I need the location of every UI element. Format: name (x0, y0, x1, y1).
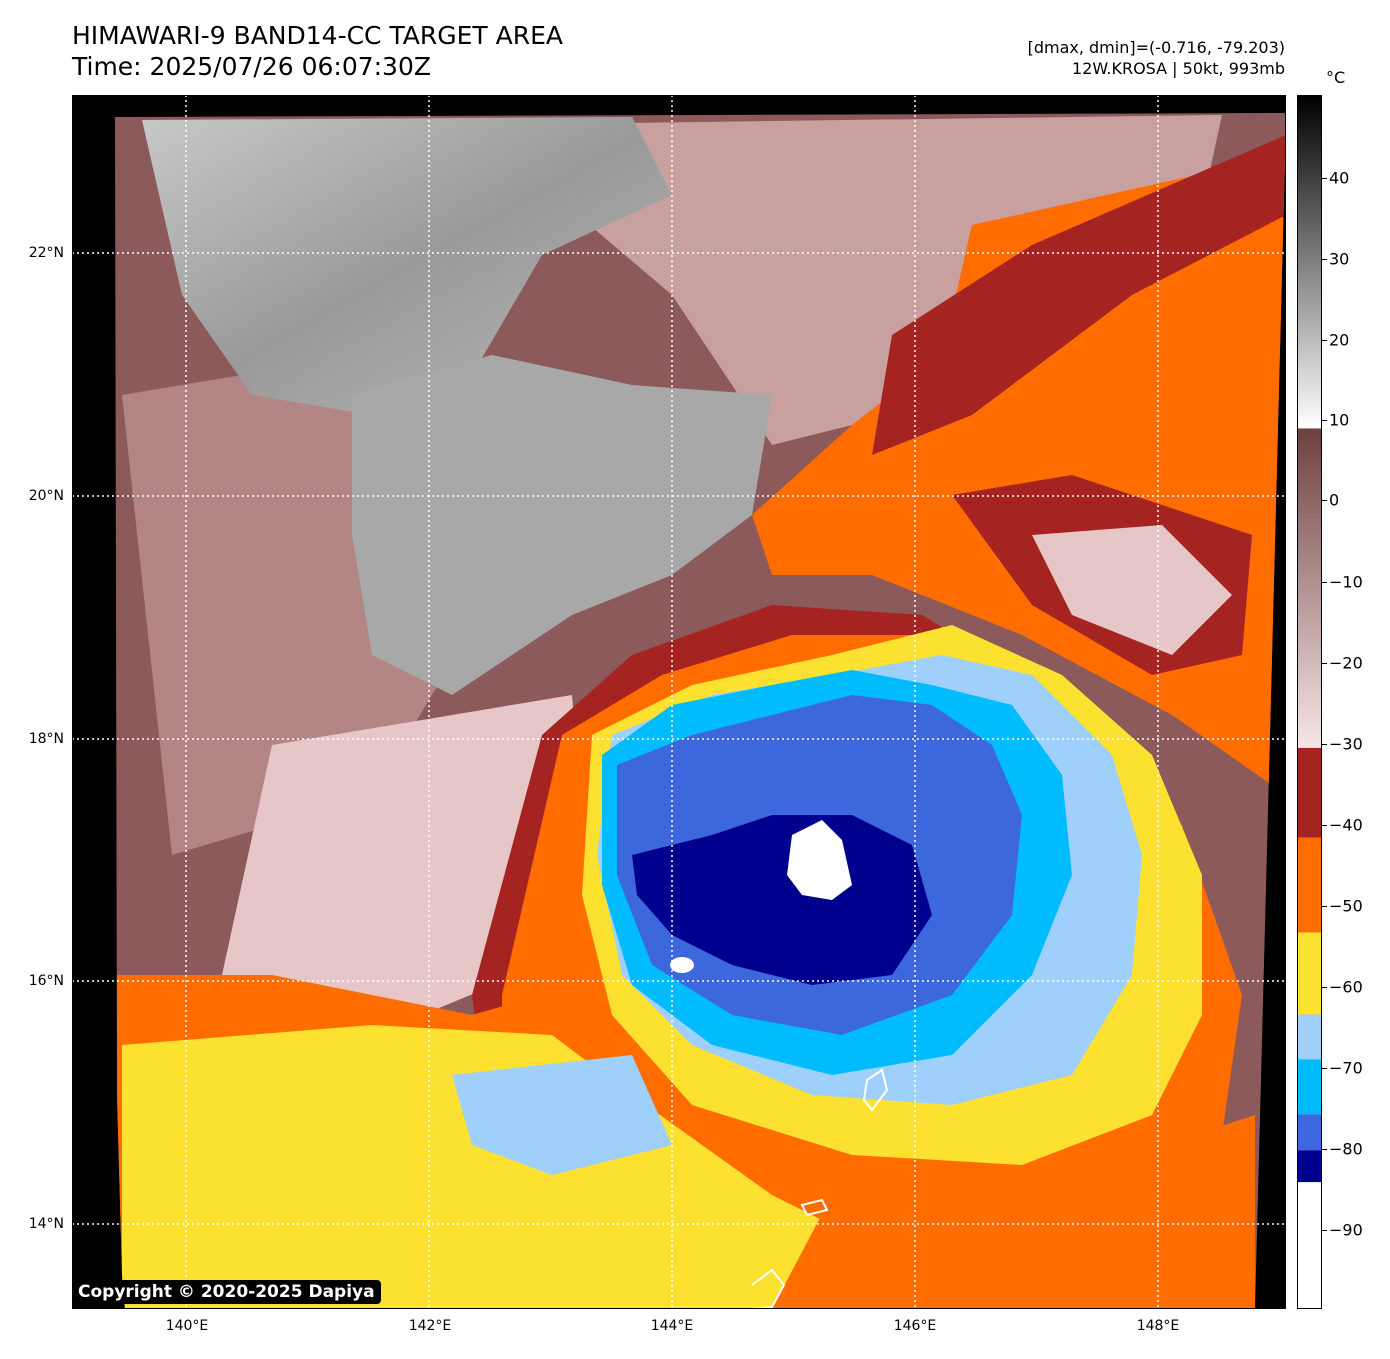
colorbar-brown-segment (1298, 428, 1321, 748)
colorbar-yellow-segment (1298, 932, 1321, 1015)
colorbar-tick (1322, 178, 1327, 179)
copyright-badge: Copyright © 2020-2025 Dapiya (72, 1280, 381, 1304)
colorbar (1297, 95, 1322, 1309)
coldest-speck (670, 957, 694, 973)
colorbar-tick (1322, 259, 1327, 260)
colorbar-tick (1322, 500, 1327, 501)
colorbar-tick (1322, 582, 1327, 583)
colorbar-lightblue-segment (1298, 1014, 1321, 1060)
coastlines (751, 1068, 889, 1309)
colorbar-darkred-segment (1298, 747, 1321, 838)
colorbar-unit: °C (1326, 68, 1346, 87)
colorbar-label-40: 40 (1329, 168, 1350, 188)
lon-label-146e: 146°E (893, 1318, 937, 1334)
colorbar-tick (1322, 420, 1327, 421)
colorbar-label-minus10: −10 (1329, 572, 1363, 592)
lat-label-16n: 16°N (28, 973, 64, 989)
colorbar-label-minus30: −30 (1329, 734, 1363, 754)
colorbar-tick (1322, 906, 1327, 907)
storm-info-block: [dmax, dmin]=(-0.716, -79.203) 12W.KROSA… (1028, 37, 1285, 79)
lat-label-20n: 20°N (28, 488, 64, 504)
lat-label-22n: 22°N (28, 245, 64, 261)
gray-cloud-central (352, 355, 772, 695)
saipan-coastline (862, 1068, 889, 1112)
colorbar-label-minus70: −70 (1329, 1058, 1363, 1078)
colorbar-label-10: 10 (1329, 410, 1350, 430)
colorbar-label-minus60: −60 (1329, 977, 1363, 997)
lat-label-14n: 14°N (28, 1216, 64, 1232)
title-block: HIMAWARI-9 BAND14-CC TARGET AREA Time: 2… (72, 20, 563, 82)
gray-cloud-north (142, 117, 672, 415)
lon-label-148e: 148°E (1136, 1318, 1180, 1334)
colorbar-tick (1322, 340, 1327, 341)
island-coastline (800, 1198, 829, 1217)
guam-coastline (751, 1268, 786, 1309)
colorbar-label-minus40: −40 (1329, 815, 1363, 835)
colorbar-navy-segment (1298, 1150, 1321, 1183)
colorbar-tick (1322, 744, 1327, 745)
lightblue-south-patch (452, 1055, 672, 1175)
colorbar-royalblue-segment (1298, 1114, 1321, 1151)
orange-southeast (772, 1115, 1255, 1309)
lon-label-144e: 144°E (650, 1318, 694, 1334)
coldest-core (787, 820, 852, 900)
colorbar-tick (1322, 987, 1327, 988)
colorbar-label-minus90: −90 (1329, 1220, 1363, 1240)
satellite-map (72, 95, 1286, 1309)
lon-label-140e: 140°E (165, 1318, 209, 1334)
colorbar-label-minus50: −50 (1329, 896, 1363, 916)
colorbar-tick (1322, 663, 1327, 664)
time-label: Time: 2025/07/26 06:07:30Z (72, 52, 431, 81)
gridlines (72, 95, 1286, 1309)
chart-title: HIMAWARI-9 BAND14-CC TARGET AREA (72, 21, 564, 50)
darkred-northeast (872, 135, 1286, 455)
colorbar-white-segment (1298, 1182, 1321, 1308)
pink-east (1032, 525, 1232, 655)
colorbar-label-20: 20 (1329, 330, 1350, 350)
lon-label-142e: 142°E (408, 1318, 452, 1334)
colorbar-label-0: 0 (1329, 490, 1340, 510)
colorbar-tick (1322, 825, 1327, 826)
storm-info-label: 12W.KROSA | 50kt, 993mb (1072, 59, 1285, 78)
colorbar-gray-segment (1298, 96, 1321, 429)
lat-label-18n: 18°N (28, 731, 64, 747)
colorbar-label-minus80: −80 (1329, 1139, 1363, 1159)
colorbar-label-minus20: −20 (1329, 653, 1363, 673)
colorbar-orange-segment (1298, 837, 1321, 933)
colorbar-label-30: 30 (1329, 249, 1350, 269)
navy-core (632, 815, 932, 985)
colorbar-cyan-segment (1298, 1059, 1321, 1115)
colorbar-tick (1322, 1230, 1327, 1231)
dmax-dmin-label: [dmax, dmin]=(-0.716, -79.203) (1027, 38, 1285, 57)
colorbar-tick (1322, 1149, 1327, 1150)
colorbar-tick (1322, 1068, 1327, 1069)
